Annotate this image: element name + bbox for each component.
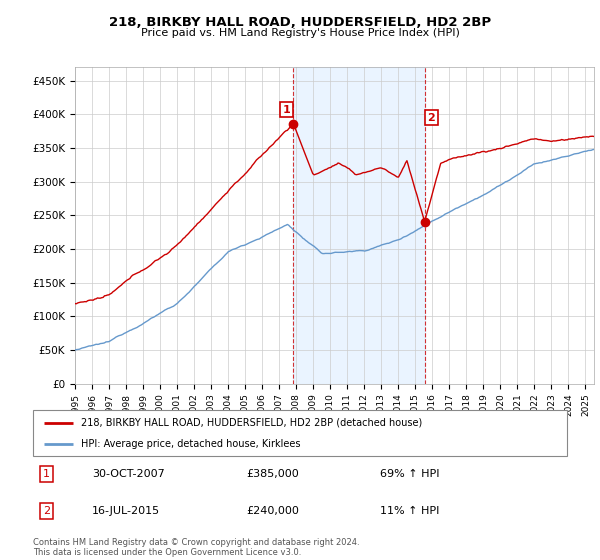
Text: 2: 2: [43, 506, 50, 516]
Text: 1: 1: [283, 105, 290, 115]
Text: 2: 2: [427, 113, 435, 123]
Text: 69% ↑ HPI: 69% ↑ HPI: [380, 469, 440, 479]
Bar: [293, 67, 425, 384]
Text: 30-OCT-2007: 30-OCT-2007: [92, 469, 164, 479]
Text: 1: 1: [43, 469, 50, 479]
Text: £240,000: £240,000: [247, 506, 299, 516]
Text: HPI: Average price, detached house, Kirklees: HPI: Average price, detached house, Kirk…: [81, 439, 301, 449]
Text: £385,000: £385,000: [247, 469, 299, 479]
Text: 11% ↑ HPI: 11% ↑ HPI: [380, 506, 439, 516]
Text: 16-JUL-2015: 16-JUL-2015: [92, 506, 160, 516]
Text: Price paid vs. HM Land Registry's House Price Index (HPI): Price paid vs. HM Land Registry's House …: [140, 28, 460, 38]
FancyBboxPatch shape: [33, 410, 567, 456]
Text: Contains HM Land Registry data © Crown copyright and database right 2024.
This d: Contains HM Land Registry data © Crown c…: [33, 538, 359, 557]
Text: 218, BIRKBY HALL ROAD, HUDDERSFIELD, HD2 2BP: 218, BIRKBY HALL ROAD, HUDDERSFIELD, HD2…: [109, 16, 491, 29]
Text: 218, BIRKBY HALL ROAD, HUDDERSFIELD, HD2 2BP (detached house): 218, BIRKBY HALL ROAD, HUDDERSFIELD, HD2…: [81, 418, 422, 428]
